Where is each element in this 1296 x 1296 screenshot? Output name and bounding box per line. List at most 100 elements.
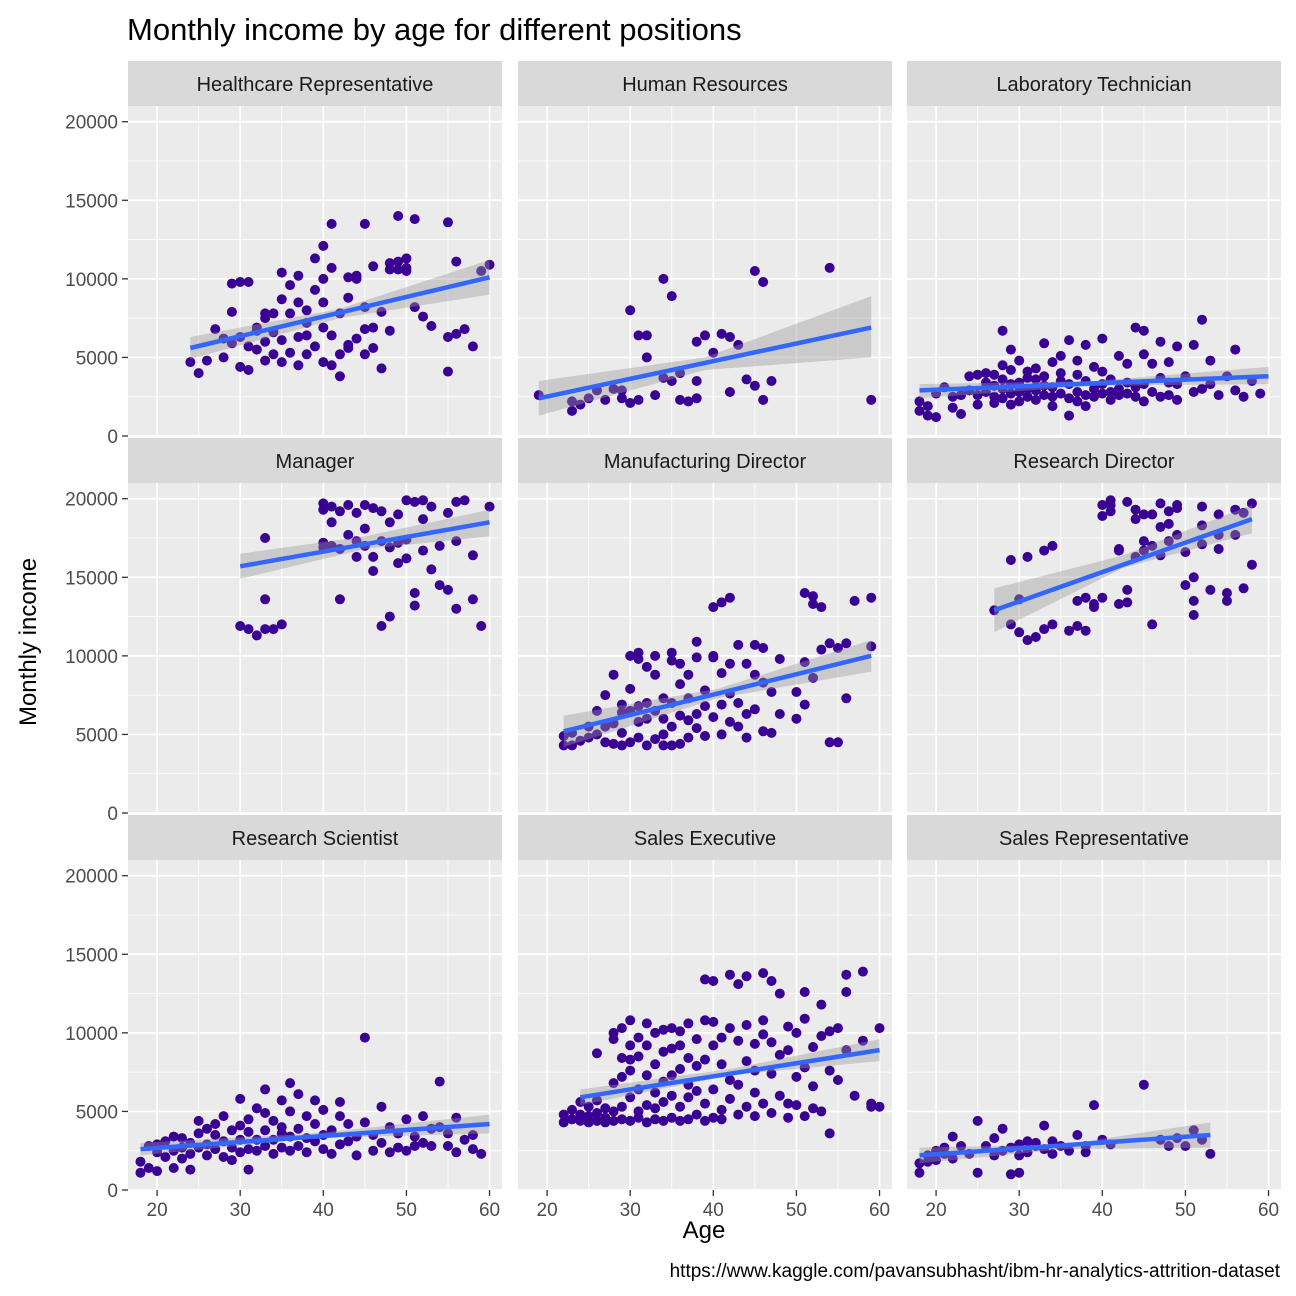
data-point <box>1030 374 1041 385</box>
data-point <box>210 1144 221 1155</box>
data-point <box>1188 387 1199 397</box>
data-point <box>1213 544 1224 554</box>
data-point <box>384 264 395 275</box>
data-point <box>343 343 354 353</box>
data-point <box>816 1106 827 1117</box>
y-tick-label: 10000 <box>65 1024 118 1045</box>
facet-panel: Manufacturing Director <box>518 438 892 814</box>
data-point <box>600 1103 611 1114</box>
data-point <box>1147 540 1158 551</box>
data-point <box>368 322 379 333</box>
data-point <box>1072 387 1083 397</box>
data-point <box>384 1147 395 1158</box>
data-point <box>285 308 296 319</box>
data-point <box>1122 358 1133 369</box>
data-point <box>185 1164 196 1175</box>
data-point <box>276 1142 287 1153</box>
data-point <box>235 361 246 372</box>
data-point <box>1030 632 1041 642</box>
data-point <box>558 731 569 741</box>
facet-strip-label: Sales Executive <box>634 828 776 850</box>
data-point <box>351 507 362 518</box>
data-point <box>691 376 702 386</box>
data-point <box>218 1152 229 1162</box>
data-point <box>1030 394 1041 405</box>
data-point <box>293 332 304 342</box>
data-point <box>442 1128 453 1139</box>
data-point <box>1180 547 1191 558</box>
data-point <box>451 536 462 547</box>
data-point <box>749 380 760 391</box>
data-point <box>625 737 636 748</box>
data-point <box>260 1141 271 1151</box>
data-point <box>616 699 627 710</box>
data-point <box>733 639 744 650</box>
data-point <box>675 1115 686 1126</box>
data-point <box>766 727 777 738</box>
data-point <box>799 1062 810 1073</box>
facet-panels: Healthcare Representative050001000015000… <box>65 61 1281 1221</box>
data-point <box>260 533 271 543</box>
data-point <box>691 336 702 347</box>
data-point <box>774 988 785 999</box>
facet-panel: Laboratory Technician <box>907 61 1281 437</box>
data-point <box>334 1097 345 1107</box>
data-point <box>849 1090 860 1101</box>
data-point <box>914 1167 925 1178</box>
data-point <box>700 974 710 985</box>
data-point <box>359 523 370 534</box>
data-point <box>947 1153 958 1164</box>
data-point <box>260 594 271 605</box>
data-point <box>683 669 694 680</box>
data-point <box>766 376 777 386</box>
data-point <box>343 292 354 303</box>
data-point <box>666 647 677 658</box>
regression-line <box>189 275 491 351</box>
data-point <box>310 284 320 295</box>
data-point <box>260 336 271 347</box>
data-point <box>675 1101 686 1112</box>
data-point <box>691 652 702 663</box>
x-tick-label: 50 <box>396 1200 417 1221</box>
data-point <box>700 731 710 741</box>
data-point <box>650 1059 661 1070</box>
data-point <box>268 308 279 319</box>
data-point <box>1064 410 1075 421</box>
data-point <box>393 256 404 267</box>
data-point <box>326 1125 337 1136</box>
data-point <box>716 1114 727 1125</box>
data-point <box>401 1145 412 1156</box>
data-point <box>583 1101 594 1112</box>
data-point <box>658 729 669 740</box>
data-point <box>741 971 752 982</box>
x-tick-label: 60 <box>869 1200 890 1221</box>
data-point <box>583 393 594 404</box>
data-point <box>1030 363 1041 374</box>
data-point <box>1072 1130 1083 1140</box>
data-point <box>841 969 852 980</box>
data-point <box>616 727 627 738</box>
data-point <box>1080 339 1091 350</box>
data-point <box>343 529 354 540</box>
data-point <box>1147 387 1158 397</box>
facet-panel: Human Resources <box>518 61 892 437</box>
data-point <box>1080 625 1091 636</box>
data-point <box>733 1109 744 1120</box>
data-point <box>1097 592 1108 603</box>
data-point <box>600 690 611 701</box>
data-point <box>997 360 1008 371</box>
x-tick-label: 50 <box>1175 1200 1196 1221</box>
data-point <box>318 357 329 368</box>
data-point <box>426 564 437 575</box>
data-point <box>724 658 735 669</box>
data-point <box>1130 391 1141 402</box>
data-point <box>1163 518 1174 529</box>
data-point <box>666 655 677 666</box>
data-point <box>691 393 702 404</box>
y-tick-label: 0 <box>107 427 118 448</box>
data-point <box>600 721 611 732</box>
data-point <box>947 402 958 413</box>
data-point <box>616 1023 627 1034</box>
data-point <box>1213 509 1224 520</box>
data-point <box>774 709 785 719</box>
